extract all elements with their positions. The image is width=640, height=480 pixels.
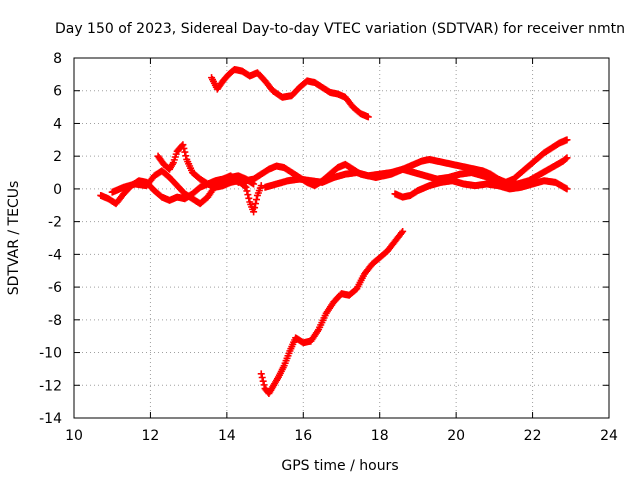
data-point [398,229,406,237]
x-tick-label: 10 [65,428,83,444]
x-tick-label: 16 [294,428,312,444]
series-arc-descending [257,227,407,397]
x-tick-label: 22 [524,428,542,444]
data-point [563,136,571,144]
data-point [257,182,265,190]
data-point [251,204,259,212]
data-point [179,141,187,149]
data-point [250,208,258,216]
y-tick-label: 2 [53,149,62,165]
x-tick-label: 18 [371,428,389,444]
ticks [73,57,610,419]
data-point [563,185,571,193]
data-point [182,152,190,160]
y-tick-label: -6 [48,280,62,296]
data-point [257,370,265,378]
series-arc-b [154,141,265,216]
y-tick-label: 4 [53,116,62,132]
y-tick-label: -2 [48,215,62,231]
data-point [244,191,252,199]
y-axis-label: SDTVAR / TECUs [6,181,22,296]
y-tick-label: -14 [39,411,62,427]
y-tick-label: 8 [53,51,62,67]
y-tick-label: -4 [48,247,62,263]
data-point [181,148,189,156]
data-point [399,227,407,235]
y-tick-label: -10 [39,346,62,362]
chart-title: Day 150 of 2023, Sidereal Day-to-day VTE… [55,21,625,37]
y-tick-label: -12 [39,378,62,394]
data-point [180,144,188,152]
series-arc-upper [208,65,372,121]
data-point [252,200,260,208]
x-tick-label: 14 [218,428,236,444]
data-point [245,194,253,202]
data-markers [97,65,571,397]
data-point [260,381,268,389]
data-point [242,183,250,191]
data-point [252,196,260,204]
grid [74,58,609,418]
data-point [563,154,571,162]
y-tick-label: -8 [48,313,62,329]
data-point [364,113,372,121]
y-tick-label: 0 [53,182,62,198]
x-tick-label: 12 [142,428,160,444]
series-arc-d [261,154,571,191]
y-tick-label: 6 [53,84,62,100]
x-axis-label: GPS time / hours [281,458,398,474]
data-point [259,377,267,385]
x-tick-label: 24 [600,428,618,444]
series-arc-e [391,177,571,201]
data-point [258,374,266,381]
x-tick-label: 20 [447,428,465,444]
plot-frame [73,57,610,419]
data-point [562,155,570,163]
data-point [243,187,251,195]
